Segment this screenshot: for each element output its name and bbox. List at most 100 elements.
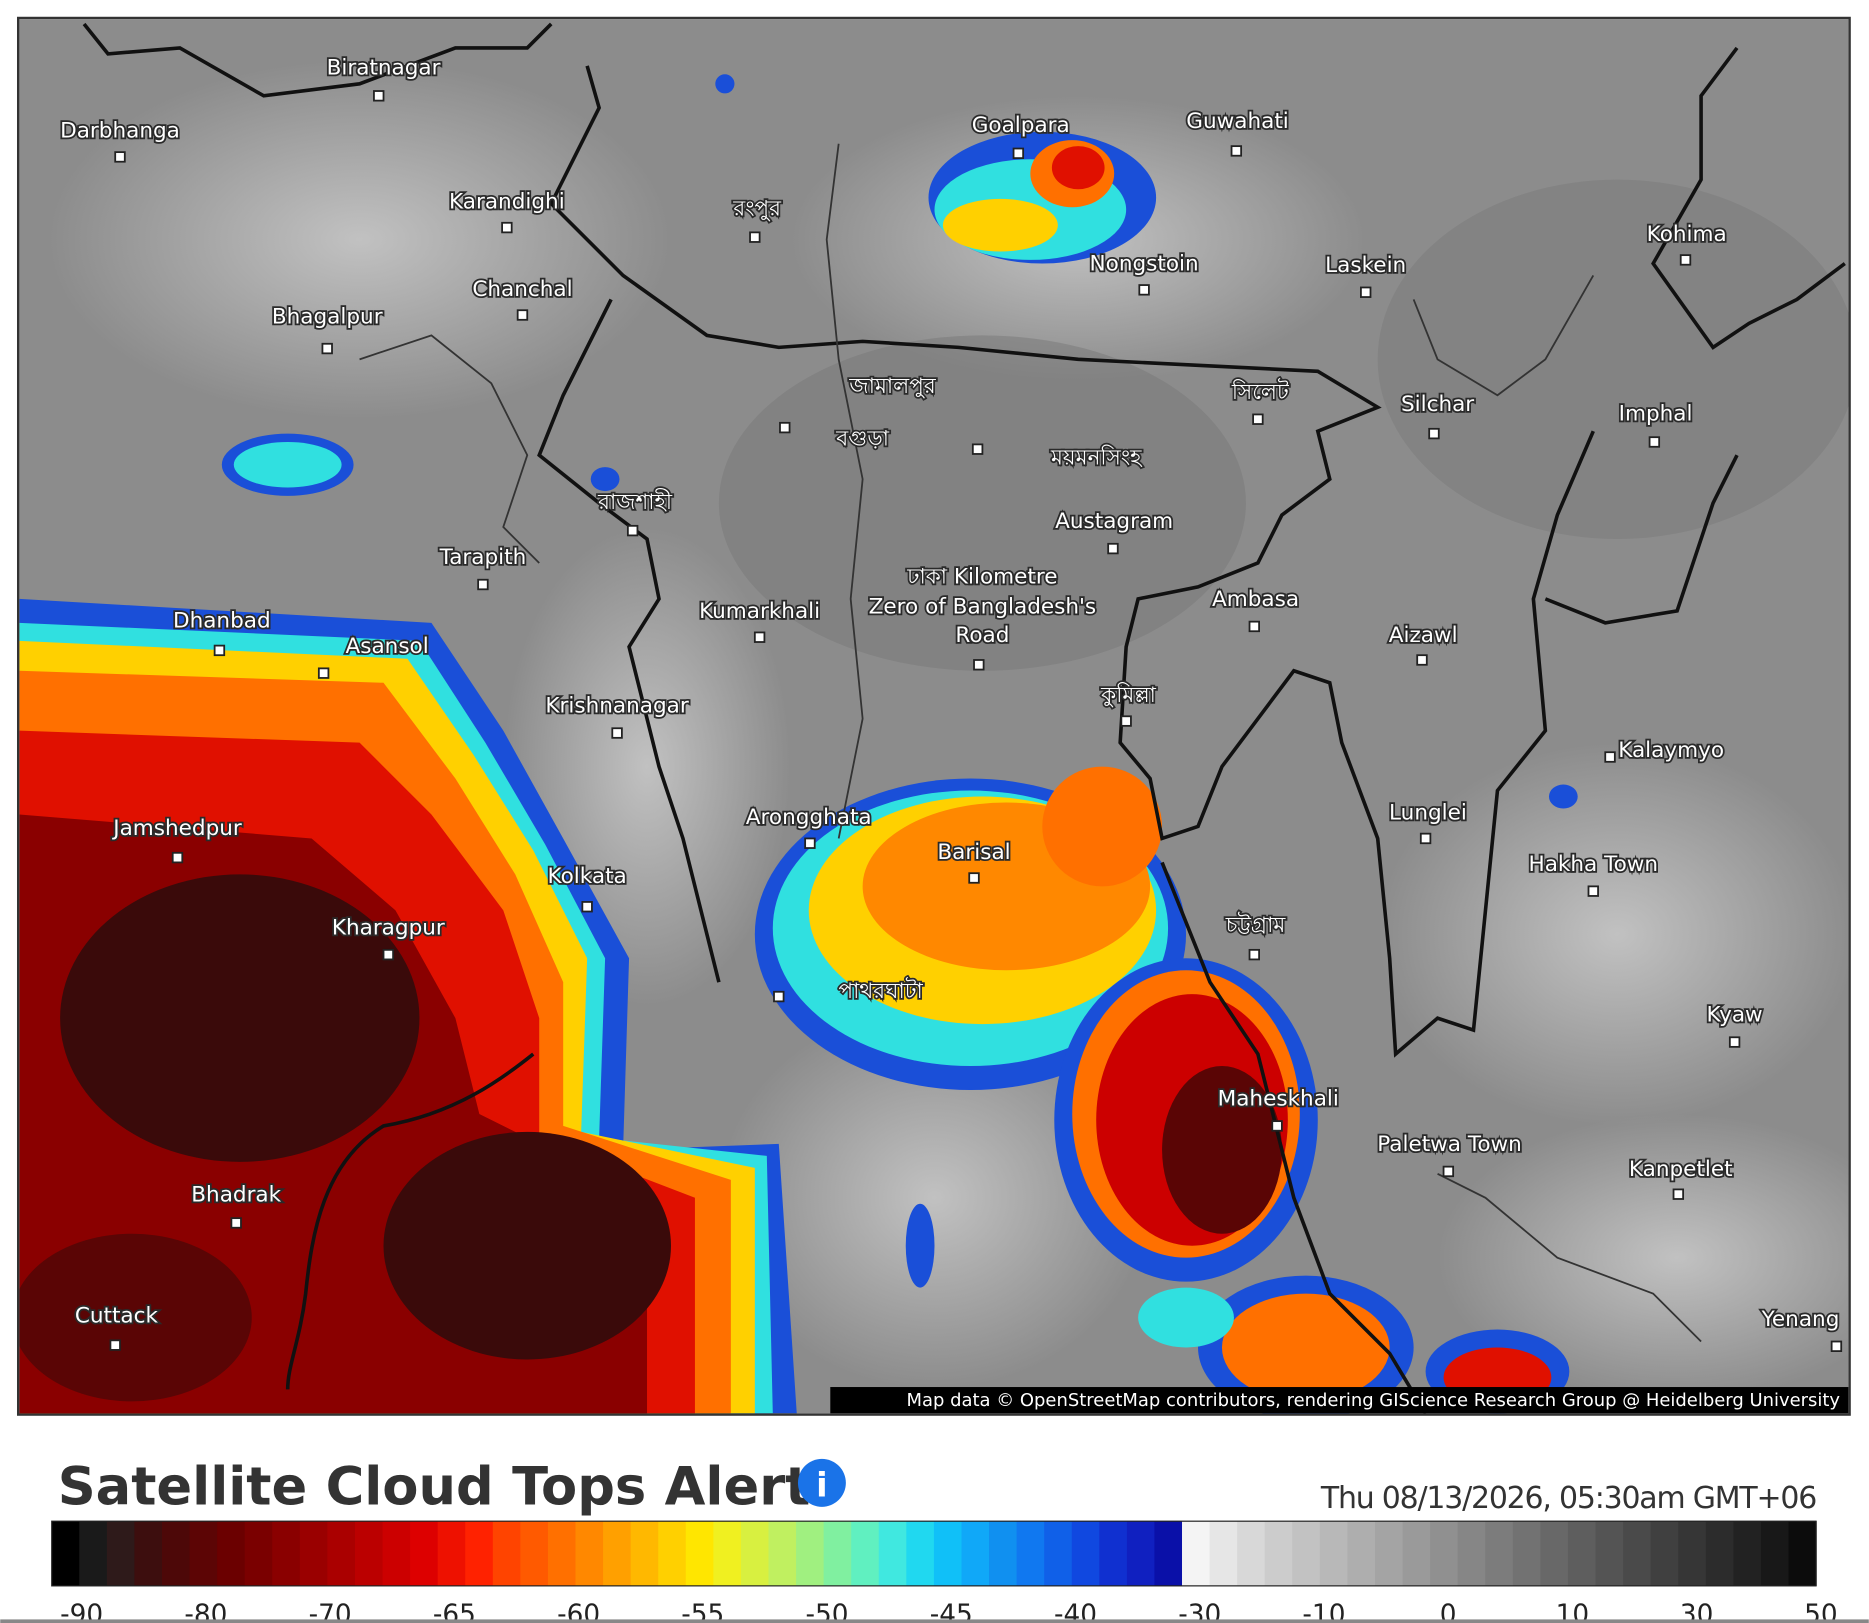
- place-label: চট্টগ্রাম: [1225, 911, 1287, 938]
- colorbar-ticks: -90 -80 -70 -65 -60 -55 -50 -45 -40 -30 -10 0 10 30 50: [60, 1600, 1837, 1623]
- place-label: রাজশাহী: [597, 488, 673, 515]
- colorbar-swatch: [354, 1521, 384, 1586]
- city-marker: [971, 443, 984, 455]
- city-marker: [230, 1217, 242, 1229]
- colorbar-tick-label: -10: [1302, 1600, 1345, 1623]
- colorbar-swatch: [51, 1521, 80, 1586]
- place-label: Biratnagar: [327, 55, 441, 80]
- place-label: Tarapith: [439, 545, 527, 570]
- colorbar-tick-label: -60: [557, 1600, 600, 1623]
- colorbar-swatch: [217, 1521, 246, 1586]
- attribution: Map data © OpenStreetMap contributors, r…: [907, 1390, 1841, 1411]
- colorbar-tick-label: 50: [1804, 1600, 1838, 1623]
- colorbar-tick-label: -70: [309, 1600, 352, 1623]
- colorbar-tick-label: -55: [681, 1600, 724, 1623]
- place-label: Ambasa: [1212, 587, 1299, 612]
- colorbar-swatch: [1540, 1521, 1569, 1586]
- colorbar-swatch: [1374, 1521, 1404, 1586]
- info-icon[interactable]: i: [797, 1458, 846, 1507]
- bottom-rule: [0, 1619, 1869, 1623]
- colorbar-swatch: [1209, 1521, 1238, 1586]
- city-marker: [773, 990, 785, 1003]
- timestamp: Thu 08/13/2026, 05:30am GMT+06: [1320, 1481, 1816, 1516]
- city-marker: [1442, 1165, 1455, 1178]
- place-label: Road: [955, 623, 1009, 648]
- city-marker: [1416, 654, 1428, 666]
- borders: [82, 22, 1846, 1414]
- colorbar-swatch: [162, 1521, 191, 1586]
- city-marker: [779, 421, 791, 434]
- city-marker: [1728, 1036, 1741, 1048]
- colorbar-swatch: [299, 1521, 329, 1586]
- city-marker: [804, 837, 816, 849]
- colorbar-swatch: [1016, 1521, 1045, 1586]
- colorbar-swatch: [1237, 1521, 1266, 1586]
- place-label: Lunglei: [1389, 800, 1467, 825]
- place-label: Darbhanga: [60, 119, 180, 144]
- colorbar-tick-label: 30: [1680, 1600, 1714, 1623]
- place-label: Maheskhali: [1218, 1087, 1339, 1112]
- colorbar-swatch: [134, 1521, 163, 1586]
- place-label: Bhadrak: [191, 1182, 281, 1207]
- place-label: Hakha Town: [1529, 852, 1659, 877]
- city-marker: [321, 342, 333, 355]
- city-marker: [1672, 1188, 1685, 1200]
- place-label: বগুড়া: [835, 427, 889, 452]
- colorbar-swatch: [1595, 1521, 1624, 1586]
- colorbar: [51, 1520, 1817, 1587]
- colorbar-tick-label: -45: [930, 1600, 973, 1623]
- cloud-haze: [48, 59, 1849, 1402]
- city-marker: [1587, 885, 1599, 897]
- city-marker: [477, 578, 489, 591]
- place-label: Barisal: [937, 840, 1010, 865]
- colorbar-swatch: [1182, 1521, 1211, 1586]
- city-marker: [1604, 751, 1616, 763]
- colorbar-tick-label: -90: [60, 1600, 103, 1623]
- attribution-bar: [830, 1387, 1849, 1414]
- colorbar-swatch: [382, 1521, 411, 1586]
- city-marker: [213, 644, 226, 657]
- place-label: Imphal: [1619, 401, 1693, 426]
- colorbar-swatch: [189, 1521, 218, 1586]
- place-label: ময়মনসিংহ: [1050, 445, 1143, 471]
- colorbar-tick-label: -65: [433, 1600, 476, 1623]
- place-labels: Biratnagar Darbhanga Karandighi রংপুর Goalpa…: [58, 53, 1843, 1353]
- place-label: Asansol: [345, 634, 428, 659]
- colorbar-swatch: [244, 1521, 273, 1586]
- colorbar-swatch: [1705, 1521, 1734, 1586]
- colorbar-swatch: [906, 1521, 935, 1586]
- colorbar-swatch: [630, 1521, 659, 1586]
- colorbar-swatch: [79, 1521, 108, 1586]
- place-label: Krishnanagar: [545, 694, 688, 719]
- colorbar-swatch: [796, 1521, 825, 1586]
- place-label: Bhagalpur: [272, 304, 383, 329]
- colorbar-swatch: [1733, 1521, 1762, 1586]
- colorbar-tick-label: -50: [806, 1600, 849, 1623]
- colorbar-swatch: [1567, 1521, 1597, 1586]
- colorbar-swatch: [327, 1521, 356, 1586]
- city-marker: [317, 667, 330, 679]
- colorbar-swatch: [878, 1521, 907, 1586]
- place-label: Kalaymyo: [1618, 738, 1724, 763]
- place-label: Kanpetlet: [1629, 1157, 1733, 1182]
- city-marker: [501, 221, 513, 234]
- city-marker: [626, 524, 639, 537]
- colorbar-tick-label: -30: [1178, 1600, 1221, 1623]
- city-marker: [611, 727, 623, 739]
- city-marker: [973, 659, 985, 671]
- city-marker: [516, 309, 529, 321]
- city-marker: [1120, 715, 1132, 727]
- city-marker: [1248, 620, 1260, 633]
- colorbar-tick-label: 10: [1556, 1600, 1590, 1623]
- city-marker: [1648, 436, 1661, 448]
- colorbar-swatch: [1430, 1521, 1459, 1586]
- map[interactable]: Biratnagar Darbhanga Karandighi রংপুর Goalpa…: [12, 19, 1869, 1419]
- place-label: Kyaw: [1707, 1003, 1763, 1028]
- colorbar-swatch: [713, 1521, 742, 1586]
- colorbar-swatch: [1071, 1521, 1100, 1586]
- place-label: Paletwa Town: [1377, 1132, 1522, 1157]
- colorbar-swatch: [1347, 1521, 1376, 1586]
- place-label: Yenang: [1761, 1307, 1840, 1332]
- colorbar-tick-label: 0: [1440, 1600, 1457, 1623]
- place-label: Kumarkhali: [699, 599, 820, 624]
